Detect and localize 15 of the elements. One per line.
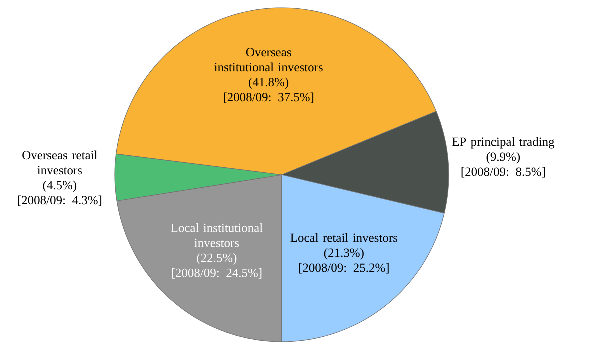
text: [2008/09: 25.2%] — [299, 263, 389, 274]
data-label: (21.3%) — [324, 248, 364, 260]
text: [2008/09: 24.5%] — [172, 268, 262, 279]
slice-label: Local institutional investors — [171, 224, 263, 248]
slice-label: EP principal trading — [452, 137, 555, 149]
text: [2008/09: 4.3%] — [18, 196, 102, 206]
slice-label: Overseas institutional investors — [214, 48, 323, 72]
text: [2008/09: 37.5%] — [224, 92, 314, 104]
data-label: (9.9%) — [486, 152, 520, 164]
data-label: (41.8%) — [249, 78, 289, 90]
data-label: (22.5%) — [197, 254, 237, 265]
data-label: (4.5%) — [43, 180, 77, 192]
slice-label: Local retail investors — [290, 233, 398, 242]
text: [2008/09: 8.5%] — [462, 167, 546, 178]
slice-label: Overseas retail investors — [22, 150, 98, 175]
